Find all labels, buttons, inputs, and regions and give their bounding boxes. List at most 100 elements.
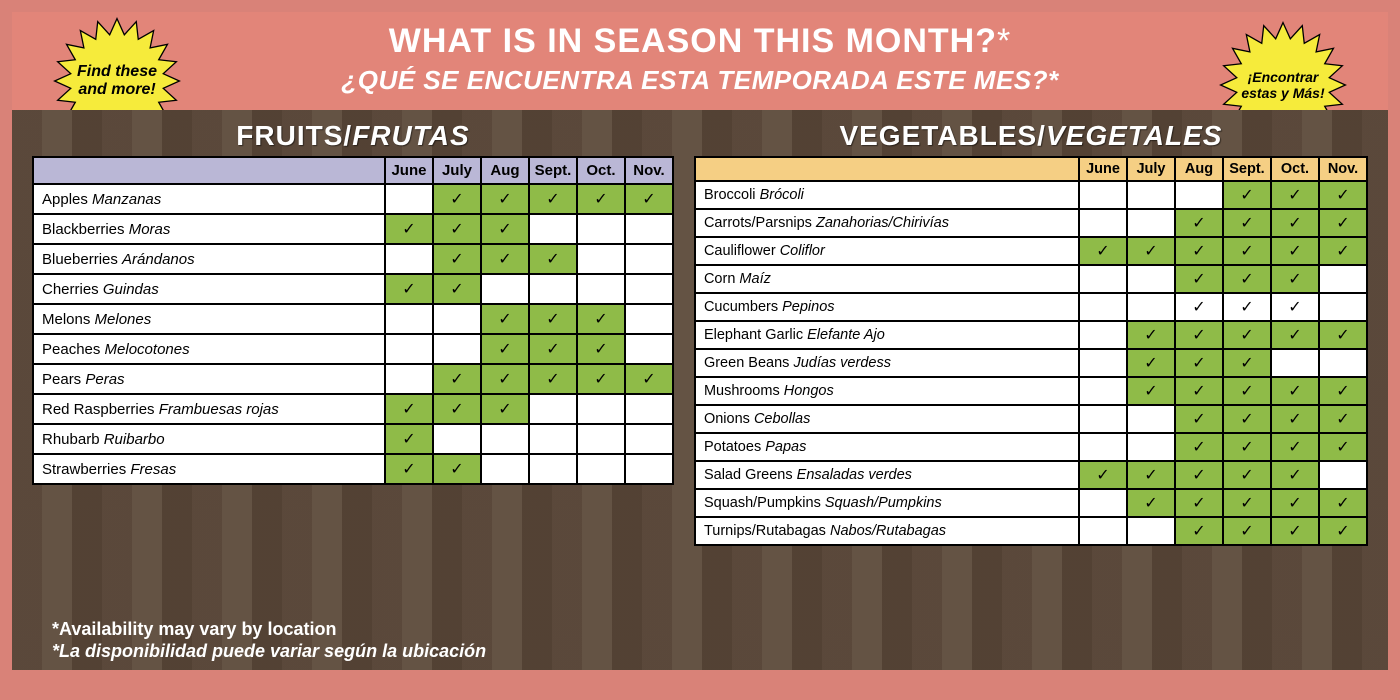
availability-cell: ✓ xyxy=(577,184,625,214)
item-name-es: Frambuesas rojas xyxy=(159,401,279,418)
check-icon: ✓ xyxy=(450,191,463,208)
item-name-es: Cebollas xyxy=(754,411,810,427)
availability-cell: ✓ xyxy=(433,364,481,394)
availability-cell xyxy=(1319,265,1367,293)
check-icon: ✓ xyxy=(1192,383,1205,400)
vegetables-column: VEGETABLES/VEGETALES JuneJulyAugSept.Oct… xyxy=(694,110,1368,670)
availability-cell: ✓ xyxy=(481,364,529,394)
check-icon: ✓ xyxy=(1240,355,1253,372)
month-header: Nov. xyxy=(625,157,673,184)
availability-cell: ✓ xyxy=(1175,377,1223,405)
availability-cell: ✓ xyxy=(1271,181,1319,209)
availability-cell xyxy=(529,214,577,244)
availability-cell: ✓ xyxy=(1223,237,1271,265)
availability-cell xyxy=(577,394,625,424)
availability-cell xyxy=(1079,181,1127,209)
check-icon: ✓ xyxy=(450,251,463,268)
table-row: Mushrooms Hongos✓✓✓✓✓ xyxy=(695,377,1367,405)
check-icon: ✓ xyxy=(1336,439,1349,456)
table-row: Turnips/Rutabagas Nabos/Rutabagas✓✓✓✓ xyxy=(695,517,1367,545)
availability-cell: ✓ xyxy=(577,364,625,394)
item-name-cell: Mushrooms Hongos xyxy=(695,377,1079,405)
availability-cell: ✓ xyxy=(1271,265,1319,293)
check-icon: ✓ xyxy=(1288,523,1301,540)
fruits-title-en: FRUITS/ xyxy=(236,120,352,151)
availability-cell: ✓ xyxy=(1223,461,1271,489)
availability-cell: ✓ xyxy=(1175,405,1223,433)
check-icon: ✓ xyxy=(1288,299,1301,316)
availability-cell xyxy=(1319,349,1367,377)
table-row: Squash/Pumpkins Squash/Pumpkins✓✓✓✓✓ xyxy=(695,489,1367,517)
item-name-cell: Blackberries Moras xyxy=(33,214,385,244)
availability-cell: ✓ xyxy=(1175,433,1223,461)
table-row: Broccoli Brócoli✓✓✓ xyxy=(695,181,1367,209)
page-frame: WHAT IS IN SEASON THIS MONTH?* ¿QUÉ SE E… xyxy=(0,0,1400,700)
item-name-en: Peaches xyxy=(42,341,105,358)
item-name-es: Arándanos xyxy=(122,251,195,268)
availability-cell: ✓ xyxy=(1175,209,1223,237)
availability-cell: ✓ xyxy=(481,244,529,274)
table-row: Melons Melones✓✓✓ xyxy=(33,304,673,334)
availability-cell: ✓ xyxy=(1319,405,1367,433)
availability-cell xyxy=(1127,181,1175,209)
availability-cell: ✓ xyxy=(1319,377,1367,405)
availability-cell xyxy=(625,304,673,334)
availability-cell xyxy=(1079,377,1127,405)
month-header: June xyxy=(385,157,433,184)
availability-cell: ✓ xyxy=(1319,517,1367,545)
availability-cell: ✓ xyxy=(1271,433,1319,461)
availability-cell: ✓ xyxy=(1319,489,1367,517)
check-icon: ✓ xyxy=(1240,215,1253,232)
check-icon: ✓ xyxy=(1336,215,1349,232)
availability-cell xyxy=(1079,293,1127,321)
availability-cell xyxy=(1079,405,1127,433)
availability-cell xyxy=(1127,209,1175,237)
fruits-table: JuneJulyAugSept.Oct.Nov. Apples Manzanas… xyxy=(32,156,674,485)
item-name-en: Apples xyxy=(42,191,92,208)
check-icon: ✓ xyxy=(1288,383,1301,400)
item-name-en: Mushrooms xyxy=(704,383,784,399)
availability-cell: ✓ xyxy=(1271,517,1319,545)
table-row: Blueberries Arándanos✓✓✓ xyxy=(33,244,673,274)
check-icon: ✓ xyxy=(1144,327,1157,344)
availability-cell: ✓ xyxy=(577,304,625,334)
table-row: Strawberries Fresas✓✓ xyxy=(33,454,673,484)
availability-cell xyxy=(385,184,433,214)
item-name-es: Ensaladas verdes xyxy=(797,467,912,483)
item-name-cell: Broccoli Brócoli xyxy=(695,181,1079,209)
item-name-es: Judías verdess xyxy=(793,355,891,371)
table-row: Salad Greens Ensaladas verdes✓✓✓✓✓ xyxy=(695,461,1367,489)
check-icon: ✓ xyxy=(1240,439,1253,456)
availability-cell: ✓ xyxy=(433,244,481,274)
item-name-cell: Rhubarb Ruibarbo xyxy=(33,424,385,454)
check-icon: ✓ xyxy=(498,251,511,268)
table-row: Rhubarb Ruibarbo✓ xyxy=(33,424,673,454)
table-row: Corn Maíz✓✓✓ xyxy=(695,265,1367,293)
table-corner-cell xyxy=(33,157,385,184)
availability-cell: ✓ xyxy=(1223,293,1271,321)
availability-cell xyxy=(433,424,481,454)
item-name-en: Broccoli xyxy=(704,187,760,203)
check-icon: ✓ xyxy=(498,221,511,238)
check-icon: ✓ xyxy=(1192,495,1205,512)
availability-cell: ✓ xyxy=(1223,181,1271,209)
footnote-line2: *La disponibilidad puede variar según la… xyxy=(52,641,486,662)
check-icon: ✓ xyxy=(546,251,559,268)
check-icon: ✓ xyxy=(450,221,463,238)
item-name-cell: Strawberries Fresas xyxy=(33,454,385,484)
check-icon: ✓ xyxy=(1144,467,1157,484)
footnote: *Availability may vary by location *La d… xyxy=(52,619,486,662)
item-name-cell: Green Beans Judías verdess xyxy=(695,349,1079,377)
check-icon: ✓ xyxy=(642,371,655,388)
availability-cell: ✓ xyxy=(1175,237,1223,265)
availability-cell xyxy=(529,274,577,304)
check-icon: ✓ xyxy=(1144,383,1157,400)
item-name-es: Nabos/Rutabagas xyxy=(830,523,946,539)
availability-cell: ✓ xyxy=(529,304,577,334)
month-header: Sept. xyxy=(529,157,577,184)
check-icon: ✓ xyxy=(1192,411,1205,428)
item-name-cell: Turnips/Rutabagas Nabos/Rutabagas xyxy=(695,517,1079,545)
check-icon: ✓ xyxy=(1288,495,1301,512)
item-name-cell: Onions Cebollas xyxy=(695,405,1079,433)
month-header: Oct. xyxy=(577,157,625,184)
